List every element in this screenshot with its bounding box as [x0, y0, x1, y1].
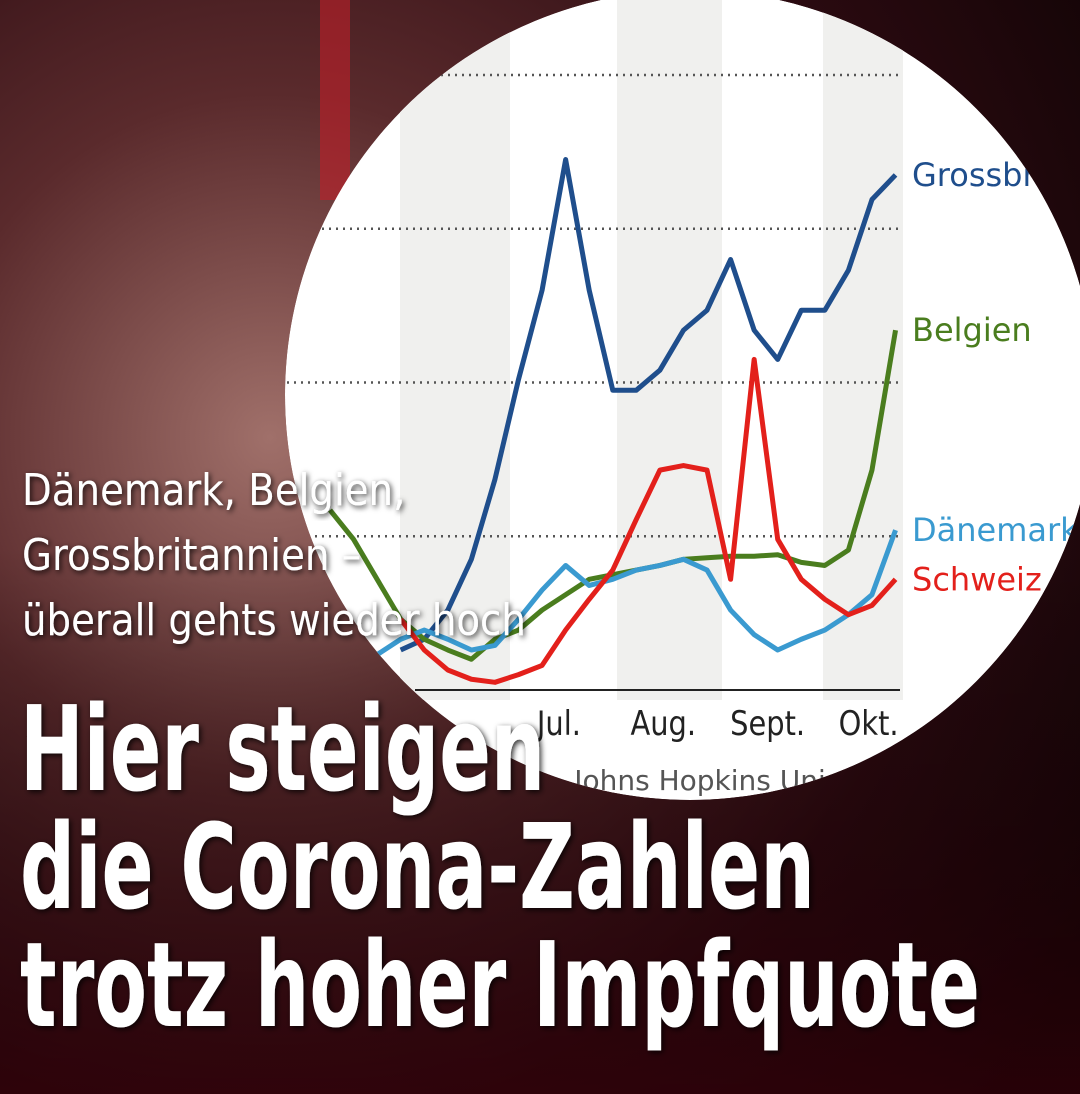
series-line: [375, 529, 898, 657]
series-line: [399, 157, 898, 653]
legend-label: Dänemark: [912, 511, 1079, 549]
kicker-line: Dänemark, Belgien,: [22, 465, 405, 516]
kicker-line: überall gehts wieder hoch: [22, 595, 526, 646]
chart: Jul. Aug. Sept. Okt.Johns Hopkins UniGrossb…: [285, 0, 1080, 800]
month-band: [400, 0, 510, 700]
x-tick-label: Jul.: [535, 705, 581, 744]
kicker-line: Grossbritannien –: [22, 530, 361, 581]
headline-line: trotz hoher Impfquote: [20, 916, 980, 1054]
legend-label: Schweiz: [912, 560, 1042, 598]
series-line: [328, 329, 899, 662]
x-tick-label: Aug.: [630, 705, 696, 744]
x-tick-label: Okt.: [839, 705, 899, 744]
legend-label: Belgien: [912, 311, 1032, 349]
headline-line: Hier steigen: [20, 680, 545, 818]
x-tick-label: Sept.: [730, 705, 805, 744]
headline-line: die Corona-Zahlen: [20, 798, 815, 936]
series-line: [398, 356, 898, 685]
